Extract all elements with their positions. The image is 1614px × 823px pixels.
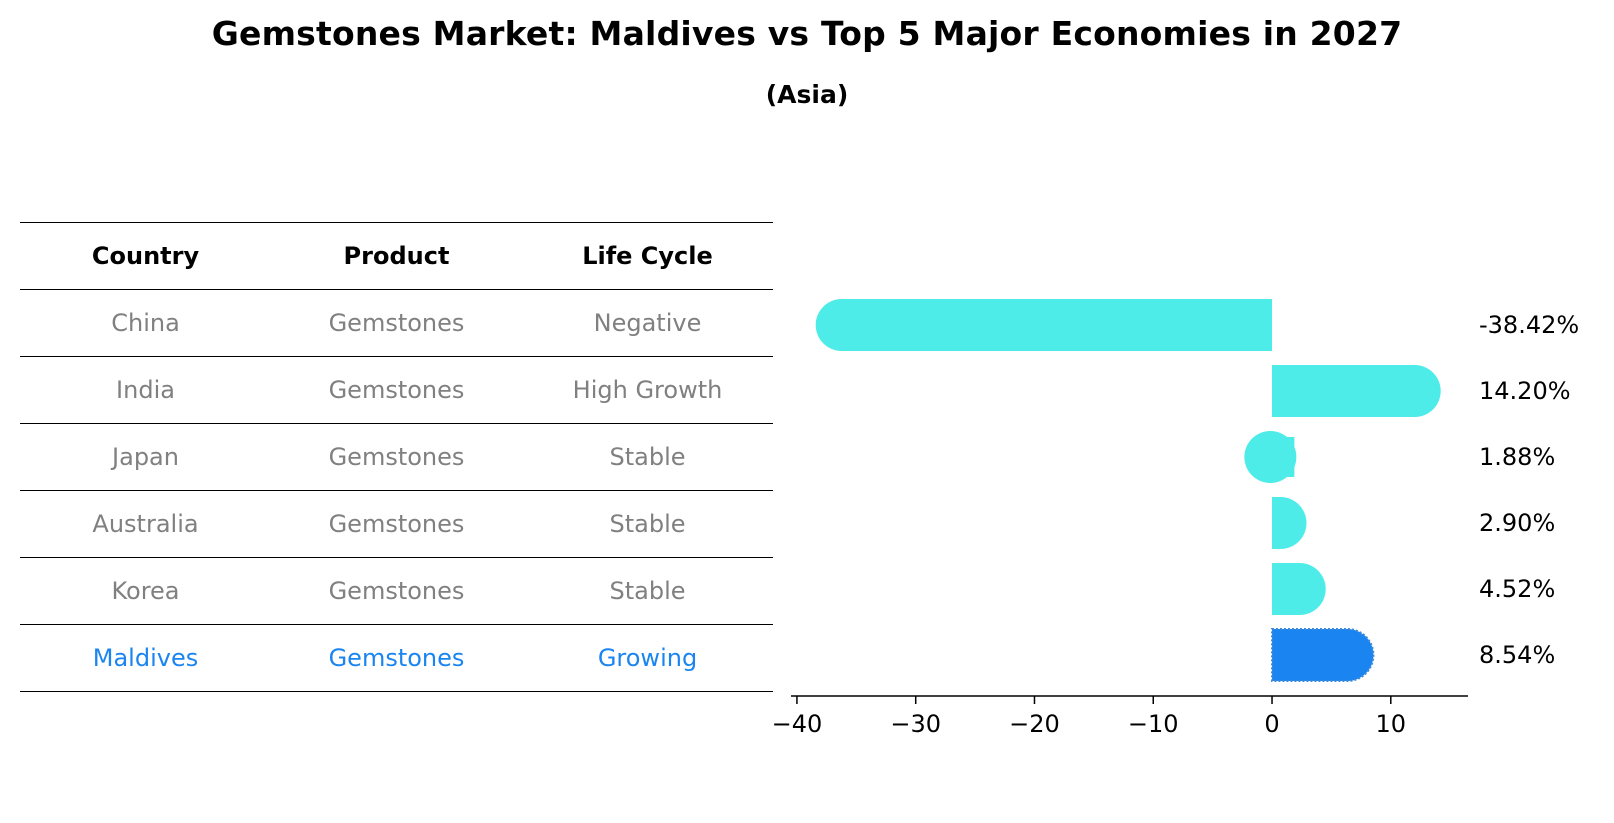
cell-life-cycle: Stable bbox=[609, 443, 686, 471]
cell-life-cycle: Stable bbox=[609, 510, 686, 538]
cell-country: Korea bbox=[111, 577, 180, 605]
table-row: China Gemstones Negative bbox=[20, 289, 773, 356]
data-label: 4.52% bbox=[1479, 575, 1555, 603]
data-label: 1.88% bbox=[1479, 443, 1555, 471]
cell-life-cycle: Negative bbox=[593, 309, 702, 337]
data-table: Country Product Life Cycle China Gemston… bbox=[20, 222, 773, 692]
bar bbox=[1272, 497, 1307, 549]
bar bbox=[1272, 365, 1441, 417]
bar-cap bbox=[1244, 431, 1297, 483]
table-row: Japan Gemstones Stable bbox=[20, 423, 773, 490]
cell-country: Japan bbox=[112, 443, 179, 471]
x-tick-label: −20 bbox=[1009, 710, 1060, 738]
header-product: Product bbox=[343, 242, 450, 270]
cell-country: China bbox=[111, 309, 180, 337]
x-tick-label: −30 bbox=[890, 710, 941, 738]
cell-product: Gemstones bbox=[328, 644, 465, 672]
cell-country: Maldives bbox=[92, 644, 199, 672]
cell-life-cycle: Stable bbox=[609, 577, 686, 605]
data-label: 2.90% bbox=[1479, 509, 1555, 537]
cell-product: Gemstones bbox=[328, 309, 465, 337]
cell-product: Gemstones bbox=[328, 376, 465, 404]
x-tick-label: 0 bbox=[1264, 710, 1279, 738]
bar bbox=[815, 299, 1273, 351]
data-label: -38.42% bbox=[1479, 311, 1579, 339]
cell-product: Gemstones bbox=[328, 577, 465, 605]
chart-title: Gemstones Market: Maldives vs Top 5 Majo… bbox=[211, 14, 1403, 53]
table-header-row: Country Product Life Cycle bbox=[20, 222, 773, 289]
cell-country: Australia bbox=[92, 510, 199, 538]
data-label: 8.54% bbox=[1479, 641, 1555, 669]
x-tick-label: −40 bbox=[772, 710, 823, 738]
header-country: Country bbox=[91, 242, 200, 270]
cell-country: India bbox=[116, 376, 175, 404]
table-row: Korea Gemstones Stable bbox=[20, 557, 773, 624]
cell-life-cycle: High Growth bbox=[572, 376, 723, 404]
data-label: 14.20% bbox=[1479, 377, 1571, 405]
cell-product: Gemstones bbox=[328, 443, 465, 471]
x-tick-label: 10 bbox=[1376, 710, 1407, 738]
cell-product: Gemstones bbox=[328, 510, 465, 538]
bar bbox=[1271, 628, 1375, 682]
bar bbox=[1272, 563, 1326, 615]
x-tick-label: −10 bbox=[1128, 710, 1179, 738]
chart-subtitle: (Asia) bbox=[765, 80, 849, 109]
table-row: Australia Gemstones Stable bbox=[20, 490, 773, 557]
table-row: India Gemstones High Growth bbox=[20, 356, 773, 423]
cell-life-cycle: Growing bbox=[597, 644, 698, 672]
table-row-highlight: Maldives Gemstones Growing bbox=[20, 624, 773, 692]
header-life-cycle: Life Cycle bbox=[582, 242, 713, 270]
